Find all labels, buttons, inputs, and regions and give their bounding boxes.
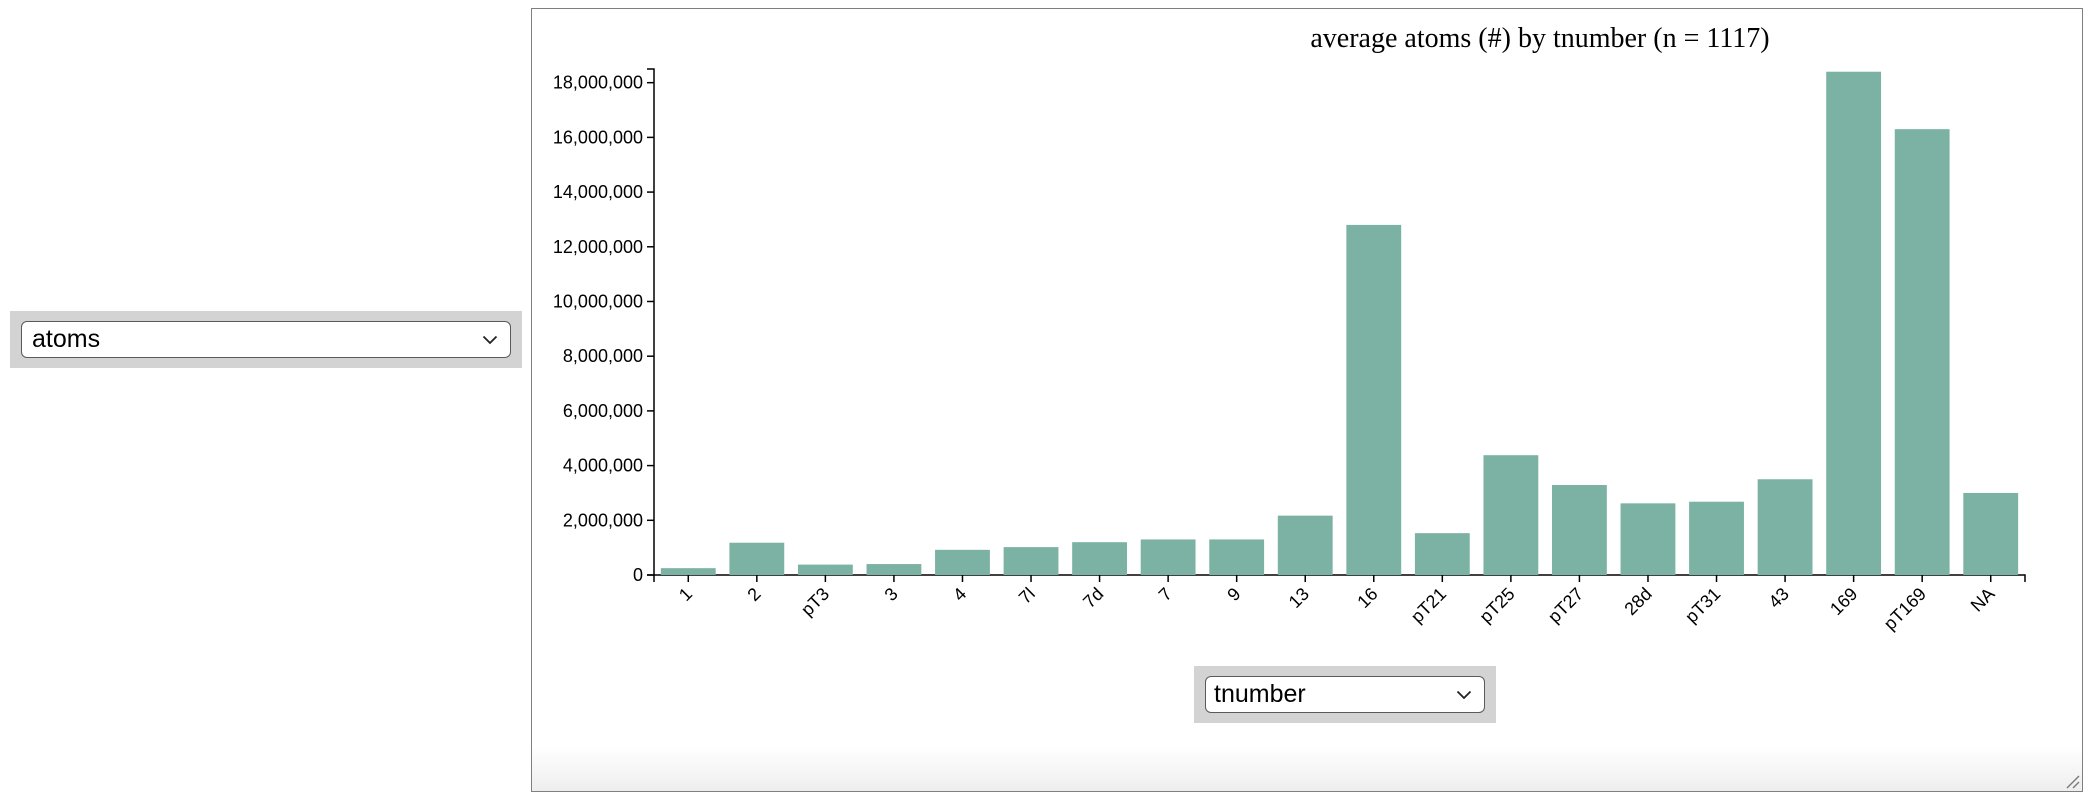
- bar: [1963, 492, 2019, 575]
- bar: [1140, 539, 1196, 575]
- y-tick-label: 16,000,000: [553, 127, 643, 147]
- bar: [1620, 503, 1676, 575]
- x-tick-label: 16: [1353, 584, 1381, 612]
- bar: [1826, 71, 1882, 575]
- x-tick-label: 28d: [1620, 584, 1655, 619]
- x-tick-label: 4: [949, 584, 970, 605]
- bar: [1209, 539, 1265, 575]
- x-tick-label: pT3: [797, 584, 833, 620]
- x-tick-label: 7: [1155, 584, 1176, 605]
- x-tick-label: pT25: [1476, 584, 1519, 627]
- y-tick-label: 14,000,000: [553, 182, 643, 202]
- x-tick-label: pT27: [1544, 584, 1587, 627]
- bar: [1003, 547, 1059, 575]
- y-tick-label: 0: [633, 565, 643, 585]
- bars: [660, 71, 2019, 575]
- bar: [935, 549, 990, 575]
- y-variable-selector-container: atoms: [10, 311, 522, 368]
- x-tick-label: 43: [1765, 584, 1793, 612]
- bar: [1757, 479, 1813, 575]
- x-tick-label: 2: [743, 584, 764, 605]
- x-tick-label: 9: [1223, 584, 1244, 605]
- x-axis: 1 2 pT3 3 4 7l 7d 7 9 13 16 pT21 pT25 pT27 28d pT31 43 16…: [653, 574, 2026, 634]
- chart-panel: average atoms (#) by tnumber (n = 1117) …: [531, 8, 2083, 792]
- bar: [729, 542, 785, 575]
- bar: [660, 568, 716, 575]
- x-tick-label: 13: [1285, 584, 1313, 612]
- bar: [1277, 515, 1333, 575]
- y-axis-line: [647, 68, 655, 576]
- bar: [1483, 455, 1539, 575]
- chevron-down-icon: [1456, 690, 1472, 699]
- bar: [1346, 224, 1402, 575]
- panel-bottom-fade: [532, 747, 2082, 791]
- y-tick-label: 2,000,000: [563, 510, 643, 530]
- chevron-down-icon: [482, 335, 498, 344]
- y-tick-label: 4,000,000: [563, 456, 643, 476]
- x-tick-label: pT21: [1407, 584, 1450, 627]
- y-variable-select[interactable]: atoms: [21, 321, 511, 358]
- bar: [866, 564, 922, 575]
- y-tick-label: 12,000,000: [553, 237, 643, 257]
- y-tick-label: 18,000,000: [553, 73, 643, 93]
- bar: [1552, 485, 1607, 575]
- x-variable-selector-container: tnumber: [1194, 666, 1496, 723]
- y-variable-select-value: atoms: [32, 325, 101, 353]
- bar: [1689, 501, 1744, 575]
- x-variable-select-value: tnumber: [1214, 680, 1306, 708]
- y-tick-label: 8,000,000: [563, 346, 643, 366]
- x-axis-line: [653, 574, 2026, 582]
- resize-grip-icon[interactable]: [2062, 771, 2080, 789]
- y-axis: 0 2,000,000 4,000,000 6,000,000 8,000,000 10,…: [553, 68, 655, 585]
- y-tick-label: 10,000,000: [553, 291, 643, 311]
- bar: [1414, 533, 1470, 575]
- bar: [1072, 542, 1127, 575]
- x-tick-label: NA: [1967, 584, 1999, 616]
- bar-chart: average atoms (#) by tnumber (n = 1117) …: [553, 23, 2026, 634]
- x-tick-label: 169: [1826, 584, 1861, 619]
- x-tick-label: pT169: [1880, 584, 1930, 634]
- bar: [1894, 129, 1950, 575]
- x-tick-label: pT31: [1681, 584, 1724, 627]
- x-tick-label: 1: [675, 584, 696, 605]
- x-tick-label: 7d: [1079, 584, 1107, 612]
- bar: [797, 564, 853, 575]
- x-tick-label: 7l: [1015, 584, 1039, 608]
- chart-title: average atoms (#) by tnumber (n = 1117): [1310, 23, 1769, 54]
- y-tick-label: 6,000,000: [563, 401, 643, 421]
- x-tick-label: 3: [881, 584, 902, 605]
- x-variable-select[interactable]: tnumber: [1205, 676, 1485, 713]
